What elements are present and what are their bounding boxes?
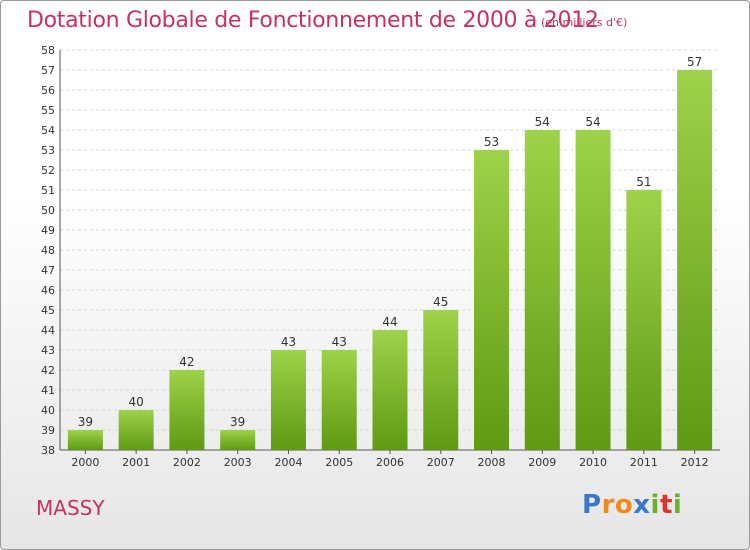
y-tick-label: 56 bbox=[41, 84, 55, 97]
y-tick-label: 55 bbox=[41, 104, 55, 117]
data-label-2011: 51 bbox=[636, 175, 651, 189]
data-label-2004: 43 bbox=[281, 335, 296, 349]
chart-title: Dotation Globale de Fonctionnement de 20… bbox=[27, 8, 599, 33]
data-label-2000: 39 bbox=[78, 415, 93, 429]
data-label-2009: 54 bbox=[535, 115, 550, 129]
x-tick-label-2009: 2009 bbox=[528, 456, 556, 469]
logo-letter: i bbox=[650, 490, 660, 520]
bar-2012 bbox=[677, 70, 713, 450]
x-tick-label-2008: 2008 bbox=[478, 456, 506, 469]
data-label-2001: 40 bbox=[129, 395, 144, 409]
logo-letter: i bbox=[672, 490, 683, 520]
y-tick-label: 57 bbox=[41, 64, 55, 77]
y-tick-label: 58 bbox=[41, 44, 55, 57]
y-tick-label: 39 bbox=[41, 424, 55, 437]
bar-2011 bbox=[626, 190, 662, 450]
y-tick-label: 50 bbox=[41, 204, 55, 217]
data-label-2010: 54 bbox=[585, 115, 600, 129]
data-label-2002: 42 bbox=[179, 355, 194, 369]
data-labels: 39 40 42 39 43 43 44 45 53 54 54 51 57 bbox=[78, 55, 703, 429]
y-tick-label: 46 bbox=[41, 284, 55, 297]
x-tick-label-2010: 2010 bbox=[579, 456, 607, 469]
y-tick-label: 53 bbox=[41, 144, 55, 157]
x-tick-label-2002: 2002 bbox=[173, 456, 201, 469]
bar-2007 bbox=[423, 310, 459, 450]
x-tick-label-2001: 2001 bbox=[122, 456, 150, 469]
y-tick-label: 44 bbox=[41, 324, 55, 337]
bar-2009 bbox=[524, 130, 560, 450]
y-tick-label: 45 bbox=[41, 304, 55, 317]
y-tick-label: 48 bbox=[41, 244, 55, 257]
y-tick-label: 40 bbox=[41, 404, 55, 417]
bar-2008 bbox=[474, 150, 510, 450]
y-tick-label: 49 bbox=[41, 224, 55, 237]
y-tick-label: 38 bbox=[41, 444, 55, 457]
x-tick-label-2005: 2005 bbox=[325, 456, 353, 469]
bar-2001 bbox=[118, 410, 154, 450]
data-label-2005: 43 bbox=[332, 335, 347, 349]
logo-letter: r bbox=[601, 490, 615, 520]
bar-2004 bbox=[270, 350, 306, 450]
x-tick-label-2004: 2004 bbox=[274, 456, 302, 469]
y-tick-label: 51 bbox=[41, 184, 55, 197]
x-tick-labels: 2000 2001 2002 2003 2004 2005 2006 2007 2008 2009… bbox=[71, 450, 709, 469]
bar-2000 bbox=[67, 430, 103, 450]
data-label-2003: 39 bbox=[230, 415, 245, 429]
x-tick-label-2012: 2012 bbox=[681, 456, 709, 469]
x-tick-label-2011: 2011 bbox=[630, 456, 658, 469]
data-label-2008: 53 bbox=[484, 135, 499, 149]
logo-letter: t bbox=[659, 490, 673, 520]
y-tick-label: 54 bbox=[41, 124, 55, 137]
x-tick-label-2007: 2007 bbox=[427, 456, 455, 469]
data-label-2006: 44 bbox=[382, 315, 397, 329]
x-tick-label-2003: 2003 bbox=[224, 456, 252, 469]
bar-2010 bbox=[575, 130, 611, 450]
x-tick-label-2000: 2000 bbox=[71, 456, 99, 469]
chart-subtitle: (en milliers d'€) bbox=[541, 16, 628, 29]
bar-2002 bbox=[169, 370, 205, 450]
y-tick-label: 41 bbox=[41, 384, 55, 397]
y-tick-labels: 38 39 40 41 42 43 44 45 46 47 48 49 50 51 52 53 54 55 56 57… bbox=[41, 44, 55, 457]
bar-2006 bbox=[372, 330, 408, 450]
x-tick-label-2006: 2006 bbox=[376, 456, 404, 469]
bar-2003 bbox=[220, 430, 256, 450]
logo-letter: o bbox=[614, 490, 634, 520]
city-name: MASSY bbox=[36, 496, 105, 520]
data-label-2007: 45 bbox=[433, 295, 448, 309]
logo-letter: x bbox=[633, 490, 651, 520]
y-tick-label: 43 bbox=[41, 344, 55, 357]
bar-2005 bbox=[321, 350, 357, 450]
data-label-2012: 57 bbox=[687, 55, 702, 69]
y-tick-label: 47 bbox=[41, 264, 55, 277]
y-tick-label: 52 bbox=[41, 164, 55, 177]
logo-letter: P bbox=[582, 490, 602, 520]
bars bbox=[67, 70, 713, 450]
y-tick-label: 42 bbox=[41, 364, 55, 377]
proxiti-logo: Proxiti bbox=[582, 490, 682, 520]
